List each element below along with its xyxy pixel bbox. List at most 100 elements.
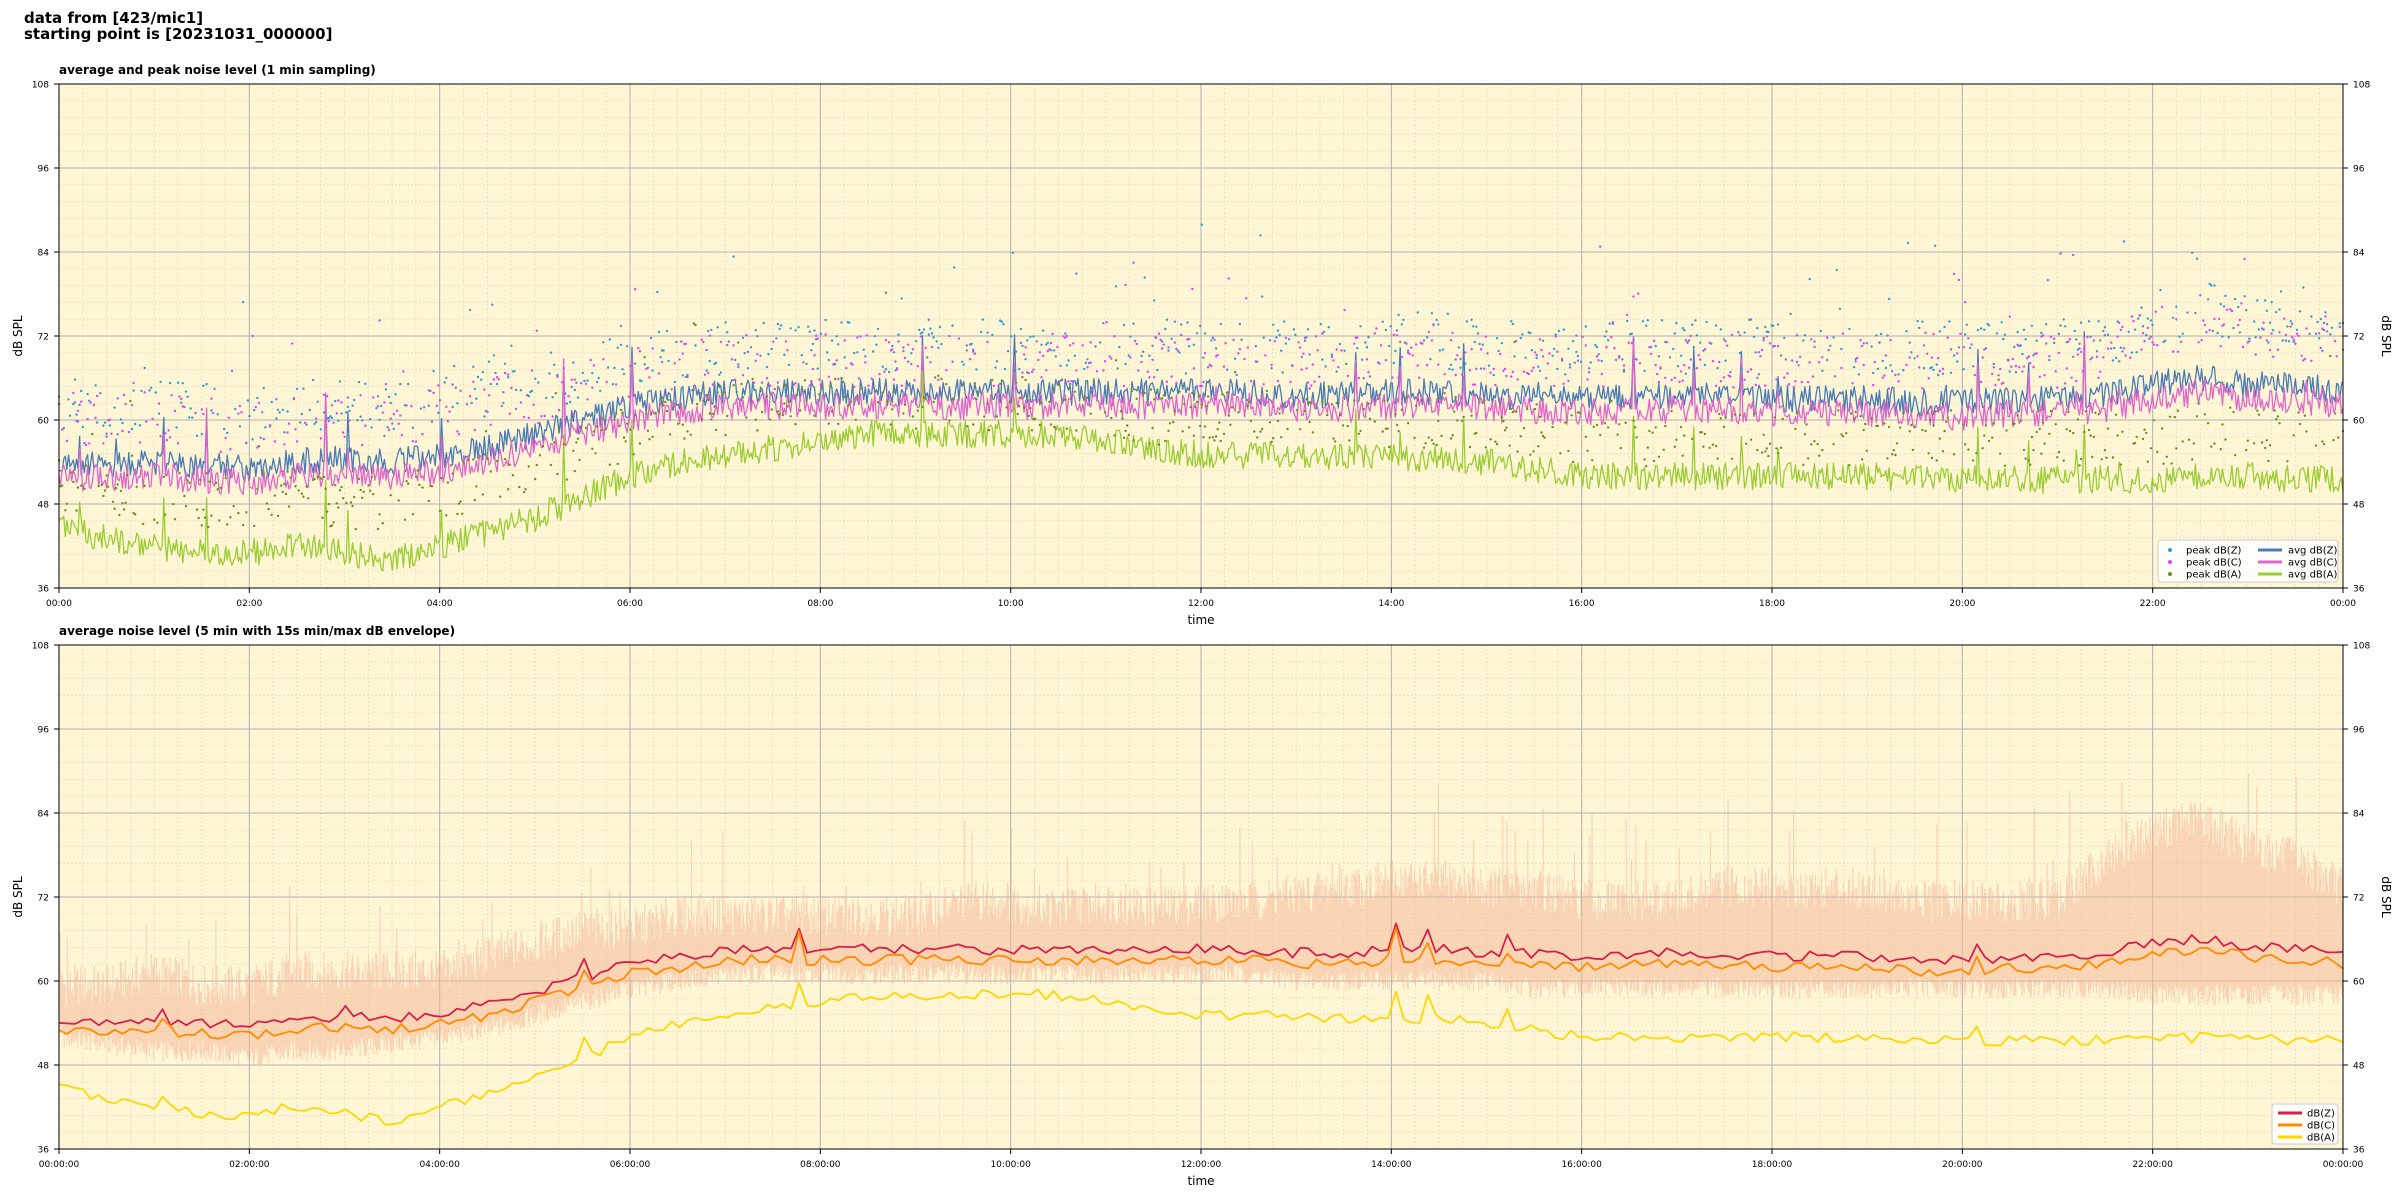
data-point <box>1622 370 1626 373</box>
data-point <box>327 502 330 506</box>
data-point <box>1665 341 1669 344</box>
data-point <box>1729 371 1732 374</box>
data-point <box>2248 340 2251 343</box>
data-point <box>1032 368 1035 371</box>
data-point <box>1872 371 1875 375</box>
data-point <box>1305 398 1308 401</box>
data-point <box>803 379 807 382</box>
data-point <box>1026 394 1029 397</box>
data-point <box>1159 338 1162 341</box>
data-point <box>1845 432 1848 435</box>
data-point <box>732 384 735 387</box>
data-point <box>2179 340 2183 343</box>
data-point <box>841 380 845 384</box>
data-point <box>948 419 951 422</box>
data-point <box>132 511 135 515</box>
data-point <box>484 430 488 433</box>
data-point <box>714 428 718 432</box>
data-point <box>719 340 723 344</box>
data-point <box>846 404 849 408</box>
data-point <box>437 411 440 414</box>
data-point <box>976 390 980 393</box>
data-point <box>1511 322 1515 326</box>
data-point <box>245 441 248 444</box>
data-point <box>659 356 662 359</box>
data-point <box>613 418 616 421</box>
data-point <box>1110 357 1113 360</box>
data-point <box>1322 330 1326 334</box>
data-point <box>1764 325 1767 329</box>
data-point <box>1073 354 1077 357</box>
data-point <box>1576 354 1580 358</box>
data-point <box>322 475 326 479</box>
data-point <box>657 372 661 375</box>
data-point <box>1432 324 1435 327</box>
data-point <box>549 463 553 467</box>
data-point <box>1432 442 1435 445</box>
data-point <box>1949 348 1953 351</box>
data-point <box>2121 325 2124 329</box>
data-point <box>2076 353 2080 356</box>
data-point <box>1610 336 1613 339</box>
data-point <box>530 369 534 372</box>
data-point <box>1129 356 1132 359</box>
data-point <box>910 352 913 355</box>
data-point <box>1254 360 1258 363</box>
data-point <box>1652 339 1656 343</box>
data-point <box>2219 448 2222 451</box>
data-point <box>2022 448 2026 452</box>
data-point <box>2265 339 2268 342</box>
data-point <box>1983 328 1986 331</box>
data-point <box>902 349 905 353</box>
data-point <box>1862 428 1865 432</box>
data-point <box>1970 343 1973 346</box>
data-point <box>2067 340 2070 343</box>
data-point <box>314 420 318 424</box>
data-point <box>1546 362 1550 365</box>
data-point <box>414 440 418 443</box>
data-point <box>514 407 518 411</box>
data-point <box>1359 325 1362 328</box>
data-point <box>887 370 891 374</box>
data-point <box>1462 415 1465 419</box>
data-point <box>878 373 881 376</box>
x-tick-label: 16:00:00 <box>1561 1160 1602 1170</box>
data-point <box>2275 418 2278 421</box>
data-point <box>1757 351 1761 354</box>
data-point <box>337 506 340 509</box>
data-point <box>292 397 296 401</box>
data-point <box>1508 444 1511 447</box>
data-point <box>1979 380 1983 384</box>
data-point <box>2246 439 2249 442</box>
data-point <box>1681 379 1684 382</box>
data-point <box>2091 455 2094 459</box>
data-point <box>1792 386 1796 390</box>
data-point <box>1460 373 1464 376</box>
data-point <box>2089 434 2092 437</box>
data-point <box>1767 454 1770 458</box>
data-point <box>375 407 378 410</box>
data-point <box>705 369 708 372</box>
data-point <box>594 452 597 455</box>
data-point <box>297 489 300 492</box>
data-point <box>795 393 799 396</box>
data-point <box>454 386 457 389</box>
data-point <box>1343 349 1346 352</box>
data-point <box>361 496 364 499</box>
data-point <box>300 412 303 416</box>
data-point <box>1756 326 1759 330</box>
data-point <box>2046 391 2049 394</box>
data-point <box>2237 305 2240 309</box>
data-point <box>1567 379 1570 382</box>
data-point <box>705 348 708 352</box>
data-point <box>581 371 584 375</box>
data-point <box>83 487 86 490</box>
data-point <box>514 388 518 392</box>
data-point <box>200 433 203 436</box>
data-point <box>2133 441 2137 445</box>
data-point <box>2143 340 2146 343</box>
data-point <box>1238 348 1242 351</box>
data-point <box>1384 358 1388 362</box>
data-point <box>902 412 905 415</box>
data-point <box>2197 341 2200 344</box>
